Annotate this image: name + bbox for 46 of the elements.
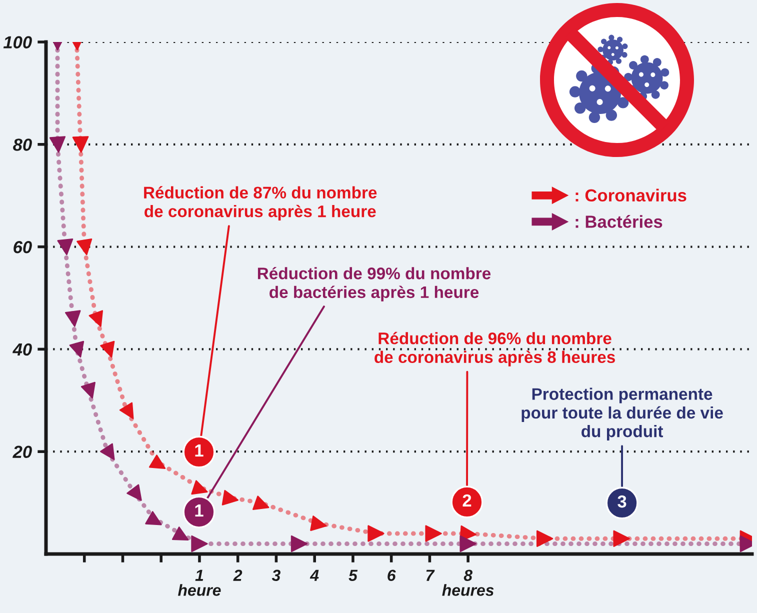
annotation: 2 <box>462 494 472 506</box>
point <box>76 238 92 256</box>
annotation: Réduction de 99% du nombre de bactéries après 1 heure <box>258 266 491 302</box>
y-tick-label: 100 <box>3 36 32 48</box>
point <box>191 480 208 495</box>
point <box>126 484 142 501</box>
x-tick-label: 2 <box>233 570 242 581</box>
point <box>613 530 630 547</box>
point <box>310 516 327 531</box>
x-tick-label: 3 <box>272 570 280 582</box>
x-tick-label: 6 <box>388 570 396 582</box>
point <box>72 136 89 153</box>
point <box>191 535 208 552</box>
point <box>69 340 84 358</box>
point <box>145 511 162 526</box>
point <box>172 526 189 540</box>
point <box>80 382 96 398</box>
legend-label: : Coronavirus <box>576 188 686 202</box>
point <box>148 454 166 470</box>
x-tick-label: 5 <box>348 570 358 582</box>
annotation: 1 <box>195 504 204 517</box>
point <box>64 310 81 327</box>
y-tick-label: 60 <box>14 240 32 254</box>
y-tick-label: 20 <box>12 446 32 458</box>
point <box>100 443 115 460</box>
x-tick-label: 7 <box>426 570 435 581</box>
annotation: Réduction de 96% du nombre de coronavirus après 8 heures <box>374 332 615 366</box>
y-tick-label: 40 <box>12 343 32 356</box>
point <box>425 525 442 542</box>
point <box>222 490 239 506</box>
point <box>536 530 554 547</box>
legend-label: : Bactéries <box>576 214 662 228</box>
point <box>49 136 66 153</box>
annotation: Protection permanente pour toute la durée de vie du produit <box>522 388 723 441</box>
annotation: 3 <box>618 495 626 508</box>
point <box>290 535 308 552</box>
point <box>57 238 74 256</box>
y-tick-label: 80 <box>13 138 32 151</box>
x-tick-label: 4 <box>310 570 319 581</box>
x-tick-label: 8 heures <box>442 570 494 596</box>
point <box>460 535 476 552</box>
point <box>368 525 384 542</box>
annotation: Réduction de 87% du nombre de coronavirus après 1 heure <box>144 186 377 221</box>
point <box>252 496 270 510</box>
x-tick-label: 1 heure <box>178 570 221 596</box>
annotation: 1 <box>195 444 204 456</box>
